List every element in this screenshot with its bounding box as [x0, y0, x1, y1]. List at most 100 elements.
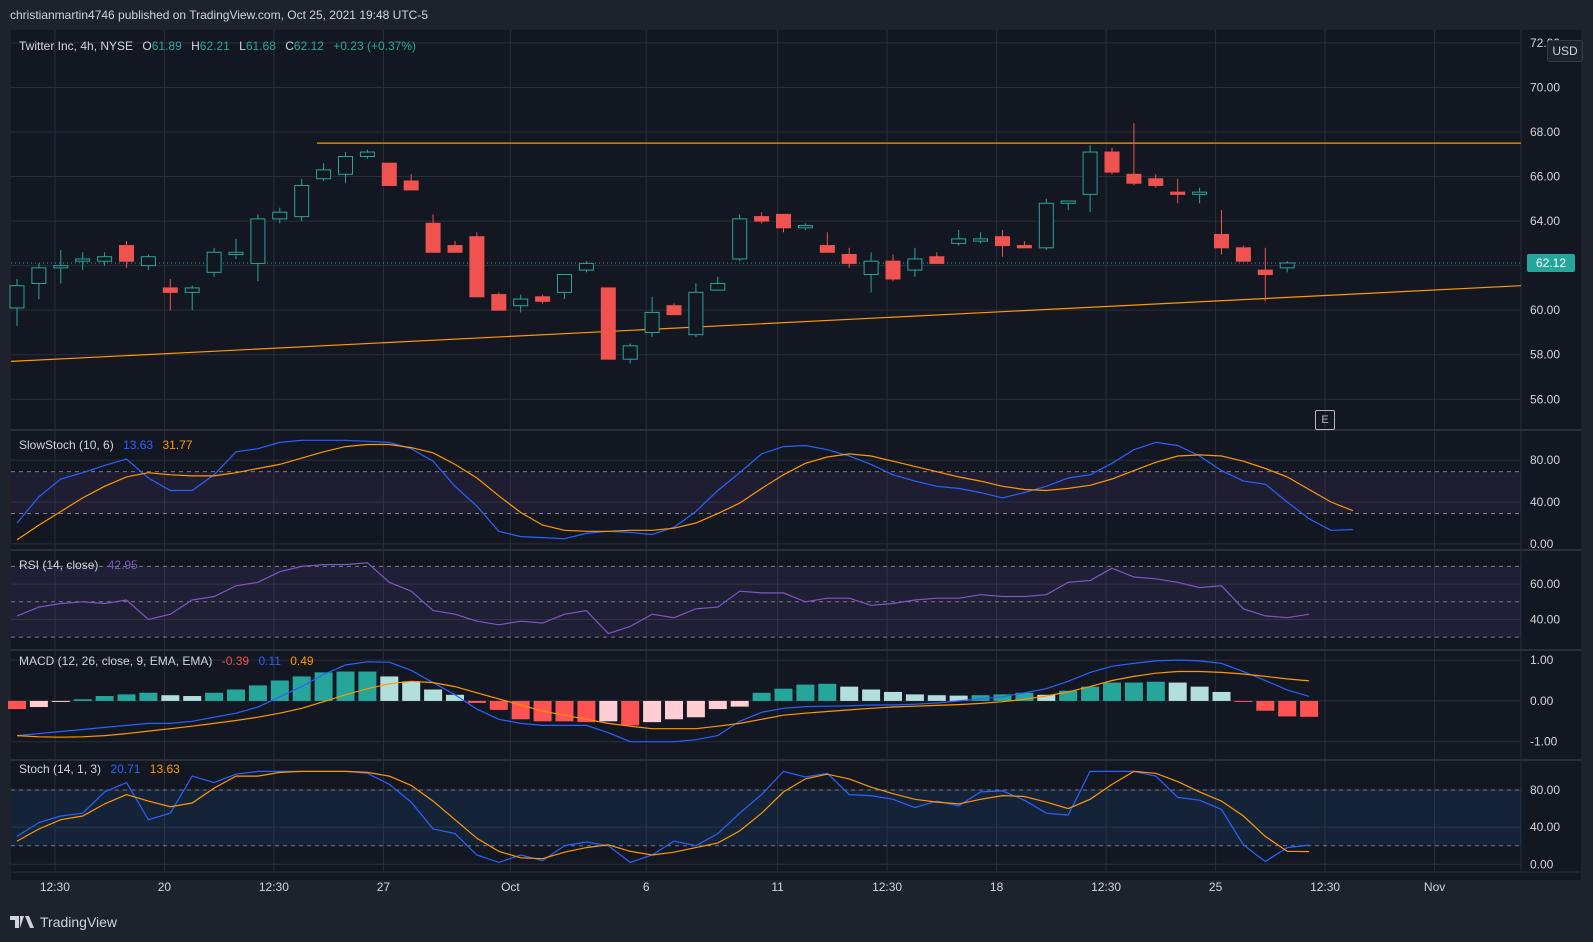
candle-body: [140, 256, 156, 267]
candle-body: [469, 236, 485, 298]
stoch-k-value: 20.71: [110, 762, 141, 776]
open-label: O61.89: [142, 39, 181, 53]
candle-body: [53, 265, 69, 269]
change-value: +0.23 (+0.37%): [333, 39, 416, 53]
x-tick-label: 12:30: [40, 880, 70, 894]
x-tick-label: Nov: [1424, 880, 1445, 894]
x-tick-label: Oct: [501, 880, 520, 894]
candle-body: [338, 156, 353, 175]
macd-histogram-bar: [884, 691, 902, 701]
macd-histogram-bar: [599, 700, 618, 722]
macd-histogram-bar: [1059, 690, 1078, 701]
macd-histogram-bar: [621, 700, 640, 726]
high-label: H62.21: [191, 39, 230, 53]
slowstoch-title[interactable]: SlowStoch (10, 6): [19, 438, 114, 452]
open-value: 61.89: [151, 39, 182, 53]
series-line: [16, 770, 1310, 864]
macd-histogram-bar: [1168, 682, 1187, 701]
macd-histogram-bar: [993, 694, 1012, 701]
candle-body: [447, 245, 463, 253]
x-tick-label: 12:30: [1091, 880, 1121, 894]
candle-body: [272, 211, 288, 220]
y-tick-label: 66.00: [1530, 170, 1560, 184]
candle-body: [162, 287, 178, 293]
candle-body: [9, 285, 25, 309]
macd-histogram-bar: [1300, 700, 1319, 717]
close-label: C62.12: [285, 39, 324, 53]
macd-title[interactable]: MACD (12, 26, close, 9, EMA, EMA): [19, 654, 213, 668]
macd-legend: MACD (12, 26, close, 9, EMA, EMA) -0.39 …: [19, 654, 320, 668]
chart-canvas[interactable]: 12:30 20 12:30 27 Oct 6 11 12:30 18 12:30 25 12:30 N…: [0, 0, 1593, 900]
macd-histogram-bar: [380, 676, 399, 701]
tradingview-logo-icon: [10, 916, 34, 928]
currency-button[interactable]: USD: [1547, 40, 1583, 62]
macd-histogram-bar: [292, 676, 311, 701]
candle-body: [688, 291, 704, 336]
macd-histogram-bar: [29, 700, 48, 708]
macd-histogram-bar: [227, 689, 245, 701]
rsi-legend: RSI (14, close) 42.95: [19, 558, 144, 572]
macd-histogram-bar: [511, 700, 530, 720]
candle-body: [491, 294, 507, 311]
macd-histogram-bar: [818, 683, 837, 701]
macd-histogram-bar: [555, 700, 574, 722]
candle-body: [1192, 191, 1208, 195]
plot-background: [11, 30, 1581, 880]
candle-body: [622, 345, 638, 360]
candle-body: [359, 151, 375, 158]
candle-body: [973, 238, 989, 242]
tradingview-logo[interactable]: TradingView: [10, 914, 117, 930]
candle-body: [316, 169, 332, 180]
macd-histogram-bar: [314, 672, 333, 701]
candle-body: [97, 256, 113, 262]
slowstoch-d-value: 31.77: [162, 438, 193, 452]
macd-histogram-bar: [1037, 694, 1056, 701]
macd-histogram-bar: [1212, 691, 1231, 701]
candle-body: [1235, 247, 1251, 262]
candle-body: [381, 162, 397, 186]
macd-histogram-bar: [949, 695, 968, 701]
macd-histogram-bar: [489, 700, 508, 710]
candle-body: [403, 180, 419, 191]
candle-body: [819, 245, 835, 253]
macd-histogram-bar: [424, 689, 443, 701]
candle-body: [754, 216, 770, 222]
candle-body: [885, 260, 901, 280]
stoch-title[interactable]: Stoch (14, 1, 3): [19, 762, 102, 776]
y-tick-label: 68.00: [1530, 125, 1560, 139]
y-tick-label: 60.00: [1530, 303, 1560, 317]
macd-hist-value: -0.39: [221, 654, 250, 668]
stoch-d-value: 13.63: [149, 762, 180, 776]
y-tick-label: 40.00: [1530, 612, 1560, 626]
y-tick-label: 80.00: [1530, 783, 1560, 797]
candle-body: [1016, 245, 1032, 249]
candle-body: [75, 258, 91, 262]
low-value: 61.68: [245, 39, 276, 53]
macd-histogram-bar: [270, 680, 289, 701]
candle-body: [228, 251, 244, 255]
close-value: 62.12: [293, 39, 324, 53]
candle-body: [929, 256, 945, 264]
candle-body: [1104, 151, 1120, 173]
rsi-value: 42.95: [107, 558, 138, 572]
candle-body: [1126, 173, 1142, 184]
candle-body: [951, 238, 967, 244]
macd-line-value: 0.11: [258, 654, 281, 668]
x-tick-label: 11: [771, 880, 784, 894]
macd-histogram-bar: [774, 688, 793, 701]
macd-histogram-bar: [1015, 692, 1034, 701]
macd-histogram-bar: [161, 695, 180, 701]
macd-histogram-bar: [446, 694, 464, 701]
candle-body: [863, 260, 879, 276]
macd-histogram-bar: [730, 700, 749, 707]
candle-body: [119, 245, 134, 262]
macd-histogram-bar: [796, 684, 815, 701]
candle-body: [1257, 269, 1273, 276]
macd-histogram-bar: [248, 685, 267, 701]
support-trendline: [10, 285, 1522, 363]
earnings-marker[interactable]: E: [1315, 410, 1335, 430]
symbol-label[interactable]: Twitter Inc, 4h, NYSE: [19, 39, 134, 53]
candle-body: [1279, 262, 1295, 269]
candle-body: [1148, 178, 1164, 186]
rsi-title[interactable]: RSI (14, close): [19, 558, 99, 572]
